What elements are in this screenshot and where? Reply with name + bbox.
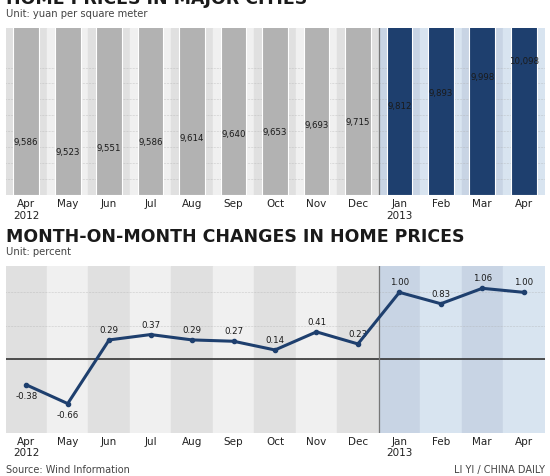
Bar <box>511 0 537 196</box>
Bar <box>179 0 205 196</box>
Bar <box>428 0 454 196</box>
Bar <box>378 266 420 433</box>
Text: 0.29: 0.29 <box>183 325 202 334</box>
Bar <box>337 29 378 196</box>
Text: -0.66: -0.66 <box>57 410 79 419</box>
Bar <box>378 29 420 196</box>
Bar <box>89 266 130 433</box>
Text: HOME PRICES IN MAJOR CITIES: HOME PRICES IN MAJOR CITIES <box>6 0 307 8</box>
Bar <box>13 0 39 196</box>
Text: 10,098: 10,098 <box>509 57 539 66</box>
Bar <box>503 29 544 196</box>
Text: -0.38: -0.38 <box>15 391 37 400</box>
Bar <box>337 266 378 433</box>
Bar <box>89 29 130 196</box>
Bar <box>304 0 329 196</box>
Bar <box>55 0 80 196</box>
Bar <box>420 29 461 196</box>
Text: 0.14: 0.14 <box>266 335 284 344</box>
Bar <box>221 0 246 196</box>
Bar <box>172 29 213 196</box>
Bar <box>420 266 461 433</box>
Bar <box>47 266 89 433</box>
Text: 0.23: 0.23 <box>348 329 367 338</box>
Bar <box>213 29 254 196</box>
Bar <box>461 29 503 196</box>
Text: Unit: percent: Unit: percent <box>6 247 70 257</box>
Text: 9,586: 9,586 <box>14 138 38 147</box>
Text: 0.41: 0.41 <box>307 317 326 326</box>
Bar <box>254 266 296 433</box>
Text: 0.37: 0.37 <box>141 320 160 329</box>
Text: 1.06: 1.06 <box>473 274 492 283</box>
Bar <box>296 29 337 196</box>
Text: 9,693: 9,693 <box>304 121 329 130</box>
Bar <box>345 0 371 196</box>
Bar <box>262 0 288 196</box>
Text: 1.00: 1.00 <box>514 278 534 287</box>
Text: 9,653: 9,653 <box>263 128 287 136</box>
Bar <box>503 266 544 433</box>
Text: MONTH-ON-MONTH CHANGES IN HOME PRICES: MONTH-ON-MONTH CHANGES IN HOME PRICES <box>6 227 464 245</box>
Text: 9,640: 9,640 <box>221 129 246 139</box>
Text: 9,614: 9,614 <box>180 134 205 143</box>
Text: 0.27: 0.27 <box>224 327 243 336</box>
Text: Unit: yuan per square meter: Unit: yuan per square meter <box>6 10 147 20</box>
Bar <box>461 266 503 433</box>
Text: LI YI / CHINA DAILY: LI YI / CHINA DAILY <box>454 464 544 474</box>
Text: 9,812: 9,812 <box>387 102 411 111</box>
Bar <box>254 29 296 196</box>
Bar <box>213 266 254 433</box>
Bar <box>47 29 89 196</box>
Bar <box>6 29 47 196</box>
Text: 9,998: 9,998 <box>470 72 494 81</box>
Text: 9,523: 9,523 <box>56 148 80 157</box>
Text: 9,551: 9,551 <box>97 144 122 153</box>
Bar <box>130 266 172 433</box>
Bar <box>296 266 337 433</box>
Bar <box>6 266 47 433</box>
Text: 9,893: 9,893 <box>428 89 453 98</box>
Bar <box>172 266 213 433</box>
Text: 9,586: 9,586 <box>139 138 163 147</box>
Bar <box>387 0 412 196</box>
Text: 9,715: 9,715 <box>345 118 370 127</box>
Text: Source: Wind Information: Source: Wind Information <box>6 464 129 474</box>
Bar <box>138 0 163 196</box>
Bar <box>96 0 122 196</box>
Text: 0.29: 0.29 <box>100 325 119 334</box>
Text: 0.83: 0.83 <box>431 289 450 298</box>
Text: 1.00: 1.00 <box>390 278 409 287</box>
Bar <box>130 29 172 196</box>
Bar <box>470 0 495 196</box>
